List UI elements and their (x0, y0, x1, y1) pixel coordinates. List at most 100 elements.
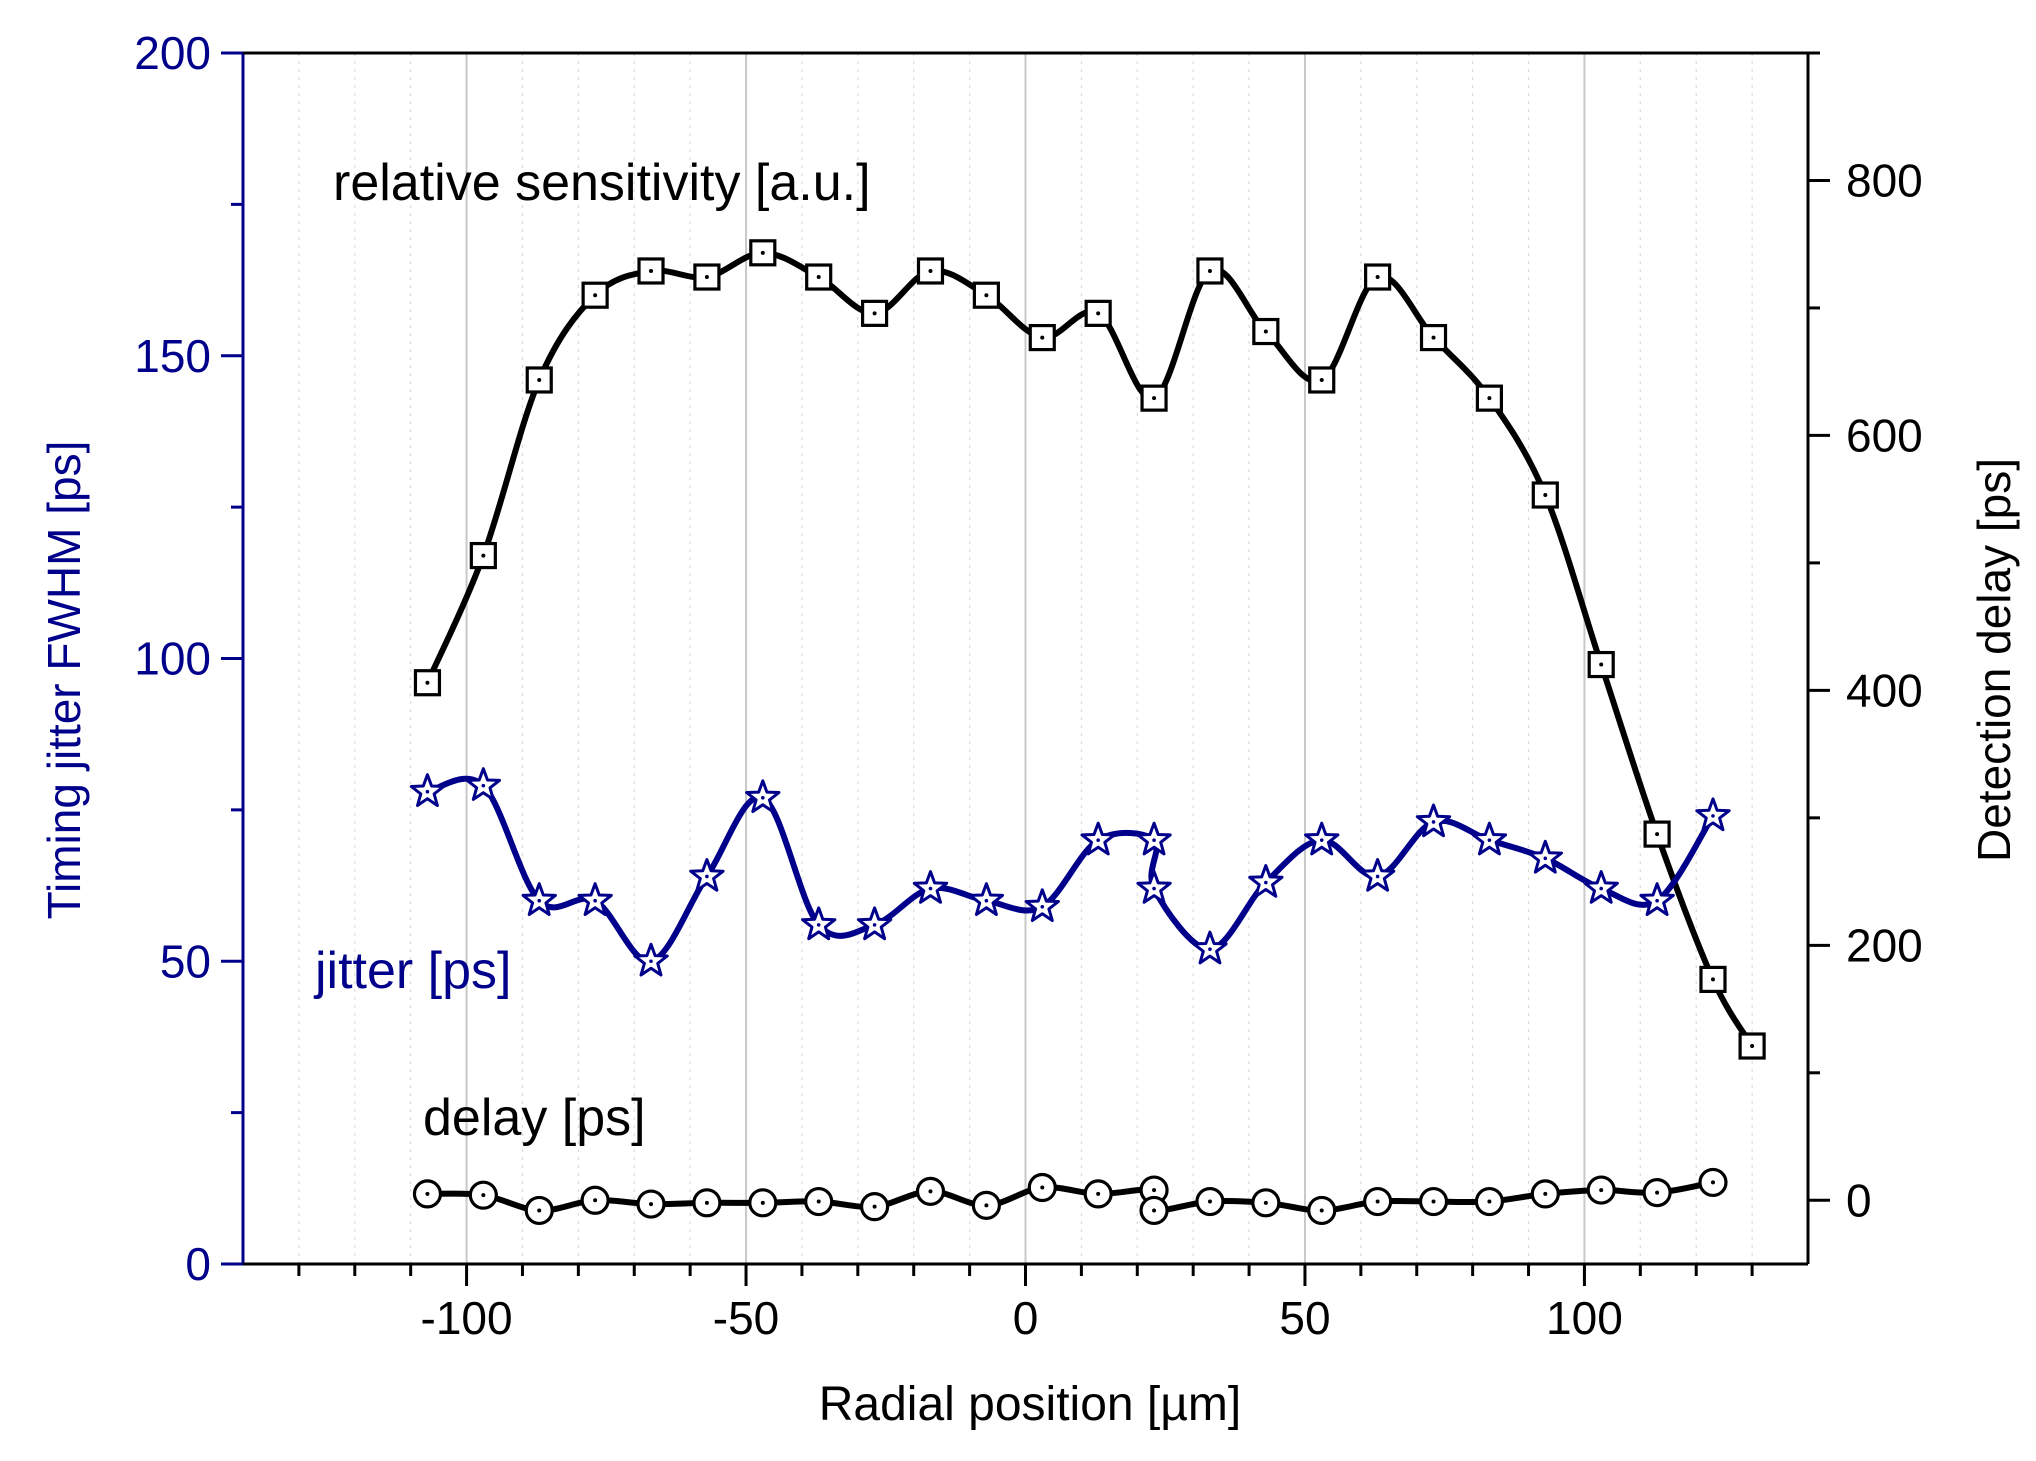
y-right-tick-label: 200 (1846, 919, 1923, 971)
sensitivity-point-dot (1655, 832, 1660, 837)
x-tick-label: 0 (1013, 1292, 1039, 1344)
sensitivity-point-dot (872, 311, 877, 316)
jitter-point-dot (1152, 838, 1156, 842)
delay-point-dot (649, 1202, 654, 1207)
sensitivity-point (749, 239, 777, 267)
sensitivity-point (1531, 481, 1559, 509)
sensitivity-point (860, 299, 889, 327)
sensitivity-point (1643, 820, 1671, 848)
y-right-tick-label: 600 (1846, 409, 1923, 461)
jitter-point-dot (481, 783, 486, 788)
jitter-point-dot (1487, 838, 1492, 842)
sensitivity-point-dot (1710, 977, 1715, 982)
y-right-tick-label: 800 (1846, 154, 1923, 206)
delay-point-dot (928, 1189, 933, 1194)
y-right-tick-label: 0 (1846, 1174, 1872, 1226)
grid-layer (298, 53, 1753, 1264)
sensitivity-point-dot (425, 680, 430, 685)
delay-point-dot (1431, 1199, 1436, 1204)
jitter-point-dot (1711, 814, 1715, 818)
jitter-point-dot (425, 789, 430, 794)
annotation-delay: delay [ps] (423, 1089, 646, 1147)
sensitivity-point-dot (1040, 335, 1045, 340)
delay-point-dot (1207, 1199, 1212, 1204)
y-axis-label-left: Timing jitter FWHM [ps] (38, 441, 90, 920)
jitter-point-dot (872, 923, 877, 927)
sensitivity-point-dot (593, 293, 598, 298)
y-axis-label-right: Detection delay [ps] (1968, 458, 2020, 862)
marker-layer (409, 239, 1766, 1226)
jitter-point-dot (1152, 886, 1156, 891)
jitter-point-dot (537, 898, 542, 903)
sensitivity-point-dot (1599, 662, 1604, 667)
delay-point-dot (1599, 1188, 1604, 1193)
x-tick-label: 50 (1279, 1292, 1330, 1344)
jitter-point-dot (816, 923, 821, 927)
sensitivity-point-dot (1431, 335, 1436, 340)
sensitivity-point-dot (816, 275, 821, 280)
sensitivity-point-dot (928, 268, 933, 273)
sensitivity-point-dot (1319, 377, 1324, 382)
x-axis-label: Radial position [µm] (819, 1378, 1242, 1431)
delay-point-dot (984, 1203, 989, 1208)
sensitivity-point-dot (649, 268, 654, 273)
jitter-point-dot (1040, 904, 1045, 909)
sensitivity-point (1140, 384, 1168, 412)
sensitivity-point-dot (1207, 268, 1212, 273)
jitter-point-dot (761, 795, 765, 800)
delay-point-dot (481, 1193, 486, 1198)
jitter-point-dot (593, 898, 597, 903)
y-left-tick-label: 200 (134, 27, 211, 79)
y-right-tick-label: 400 (1846, 664, 1923, 716)
jitter-point-dot (1375, 874, 1380, 879)
delay-point-dot (1487, 1199, 1492, 1204)
jitter-point-dot (1655, 898, 1659, 903)
sensitivity-point-dot (984, 293, 989, 298)
sensitivity-point (525, 366, 553, 394)
delay-point-dot (872, 1204, 877, 1209)
y-left-tick-label: 0 (185, 1238, 211, 1290)
delay-point-dot (1319, 1208, 1324, 1213)
delay-point-dot (760, 1200, 765, 1205)
delay-curve (424, 1179, 1716, 1214)
sensitivity-point-dot (481, 553, 486, 558)
sensitivity-point-dot (1487, 396, 1492, 401)
delay-point-dot (1152, 1188, 1157, 1193)
annotation-jitter: jitter [ps] (313, 942, 512, 1000)
delay-point-dot (1096, 1191, 1101, 1196)
x-tick-label: -100 (421, 1292, 513, 1344)
jitter-point-dot (1208, 947, 1212, 951)
sensitivity-point (1738, 1032, 1766, 1060)
annotation-sensitivity: relative sensitivity [a.u.] (333, 154, 871, 212)
jitter-point-dot (1096, 838, 1100, 842)
jitter-point-dot (1431, 820, 1436, 824)
sensitivity-point-dot (1543, 493, 1548, 498)
delay-point-dot (1655, 1190, 1660, 1195)
delay-point-dot (1040, 1185, 1045, 1190)
y-left-tick-label: 50 (160, 935, 211, 987)
jitter-point-dot (705, 874, 709, 879)
delay-point-dot (1263, 1200, 1268, 1205)
sensitivity-point (1699, 965, 1727, 994)
sensitivity-curve (424, 249, 1756, 1050)
sensitivity-point-dot (1096, 311, 1101, 316)
jitter-point-dot (1543, 856, 1548, 861)
delay-point-dot (1152, 1208, 1157, 1213)
delay-point-dot (425, 1191, 430, 1196)
x-tick-label: -50 (713, 1292, 779, 1344)
delay-point-dot (537, 1208, 542, 1213)
jitter-point-dot (984, 898, 989, 903)
jitter-point-dot (1599, 886, 1603, 891)
axes-layer: -100 -50 0 50 100 0 50 100 150 200 0 200 400 600 800 (134, 27, 1923, 1344)
sensitivity-point-dot (1750, 1044, 1755, 1049)
delay-point-dot (1375, 1199, 1380, 1204)
jitter-point-dot (928, 886, 933, 891)
delay-point-dot (1710, 1180, 1715, 1185)
delay-point-dot (704, 1200, 709, 1205)
sensitivity-point-dot (760, 250, 765, 255)
delay-point-dot (593, 1198, 598, 1203)
delay-point-dot (1543, 1191, 1548, 1196)
jitter-point-dot (1264, 880, 1268, 885)
